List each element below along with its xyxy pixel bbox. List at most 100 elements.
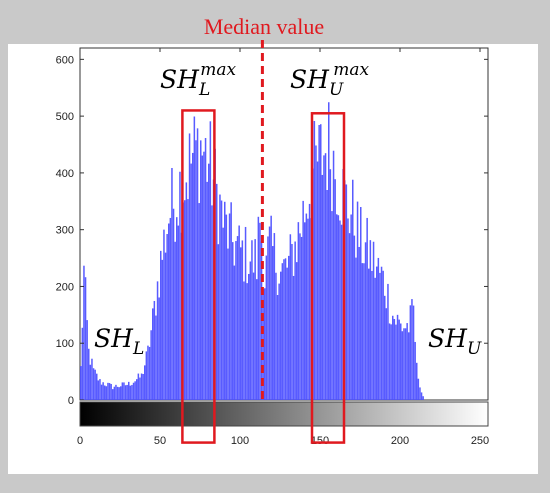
histogram-bar (400, 324, 402, 400)
histogram-bar (325, 153, 327, 400)
histogram-bar (387, 284, 389, 400)
histogram-bar (354, 236, 356, 400)
histogram-bar (333, 151, 335, 400)
histogram-bar (91, 359, 93, 400)
histogram-bar (360, 207, 362, 400)
x-tick-label: 150 (311, 435, 329, 447)
histogram-bar (346, 184, 348, 400)
histogram-bar (109, 383, 111, 400)
histogram-bar (104, 385, 106, 400)
histogram-bar (224, 202, 226, 400)
histogram-bar (98, 380, 100, 400)
sh-u-base: SH (428, 324, 468, 353)
histogram-bar (298, 222, 300, 400)
histogram-bar (158, 297, 160, 400)
histogram-bar (206, 182, 208, 400)
histogram-bar (384, 296, 386, 400)
histogram-bar (222, 228, 224, 400)
histogram-bar (282, 263, 284, 400)
histogram-bar (166, 234, 168, 400)
histogram-bar (408, 332, 410, 400)
histogram-bar (138, 374, 140, 400)
histogram-bar (269, 227, 271, 400)
histogram-bar (170, 218, 172, 400)
sh-l-max-base: SH (160, 65, 200, 94)
histogram-bar (157, 281, 159, 400)
histogram-bar (267, 236, 269, 400)
histogram-bar (94, 370, 96, 400)
histogram-bar (152, 308, 154, 400)
histogram-bar (101, 385, 103, 400)
histogram-bar (226, 215, 228, 400)
histogram-bar (373, 242, 375, 400)
histogram-bar (374, 278, 376, 400)
histogram-bar (272, 246, 274, 400)
histogram-bar (210, 121, 212, 400)
histogram-bar (154, 301, 156, 400)
histogram-bar (349, 233, 351, 400)
histogram-bar (150, 330, 152, 400)
histogram-bar (149, 347, 151, 400)
histogram-bar (398, 320, 400, 400)
y-tick-label: 600 (56, 54, 74, 66)
histogram-bar (122, 382, 124, 400)
histogram-bar (128, 382, 130, 400)
histogram-bar (88, 349, 90, 400)
histogram-bar (195, 140, 197, 400)
histogram-bar (200, 140, 202, 400)
histogram-bar (240, 247, 242, 400)
histogram-bar (395, 325, 397, 400)
histogram-bar (274, 233, 276, 400)
histogram-bar (171, 168, 173, 400)
histogram-bar (323, 155, 325, 400)
histogram-bar (315, 145, 317, 400)
histogram-bar (179, 172, 181, 400)
sh-u-max-sup: max (333, 60, 369, 80)
histogram-bar (259, 223, 261, 400)
histogram-bar (275, 273, 277, 400)
sh-u-sub: U (467, 339, 482, 359)
sh-l-sub: L (132, 339, 144, 359)
sh-l-base: SH (94, 324, 134, 353)
histogram-bar (114, 387, 116, 400)
histogram-bar (294, 242, 296, 400)
histogram-bar (347, 218, 349, 400)
histogram-bar (110, 384, 112, 400)
histogram-bar (293, 276, 295, 400)
histogram-bar (386, 308, 388, 400)
histogram-bar (371, 271, 373, 400)
histogram-bar (243, 282, 245, 401)
histogram-bar (254, 239, 256, 400)
histogram-bar (131, 385, 133, 400)
histogram-bar (390, 324, 392, 400)
histogram-bar (286, 268, 288, 400)
histogram-bar (245, 227, 247, 400)
sh-l-max-sup: max (200, 60, 236, 80)
histogram-bar (394, 319, 396, 400)
histogram-bar (366, 218, 368, 400)
histogram-bar (416, 363, 418, 400)
histogram-bar (376, 267, 378, 400)
histogram-bar (174, 242, 176, 400)
histogram-bar (258, 217, 260, 400)
histogram-bar (216, 184, 218, 400)
histogram-bar (83, 266, 85, 400)
histogram-bar (115, 385, 117, 400)
histogram-bar (288, 256, 290, 400)
histogram-bar (322, 175, 324, 400)
histogram-bar (370, 240, 372, 400)
histogram-bar (296, 262, 298, 400)
histogram-bar (419, 387, 421, 400)
histogram-bar (362, 263, 364, 400)
histogram-bar (368, 269, 370, 400)
histogram-bar (186, 182, 188, 400)
histogram-bar (130, 386, 132, 400)
x-tick-label: 50 (154, 435, 166, 447)
x-tick-label: 100 (231, 435, 249, 447)
histogram-bar (381, 267, 383, 400)
histogram-bar (350, 214, 352, 400)
sh-u-max-base: SH (290, 65, 330, 94)
histogram-bar (144, 365, 146, 400)
histogram-bar (133, 383, 135, 400)
